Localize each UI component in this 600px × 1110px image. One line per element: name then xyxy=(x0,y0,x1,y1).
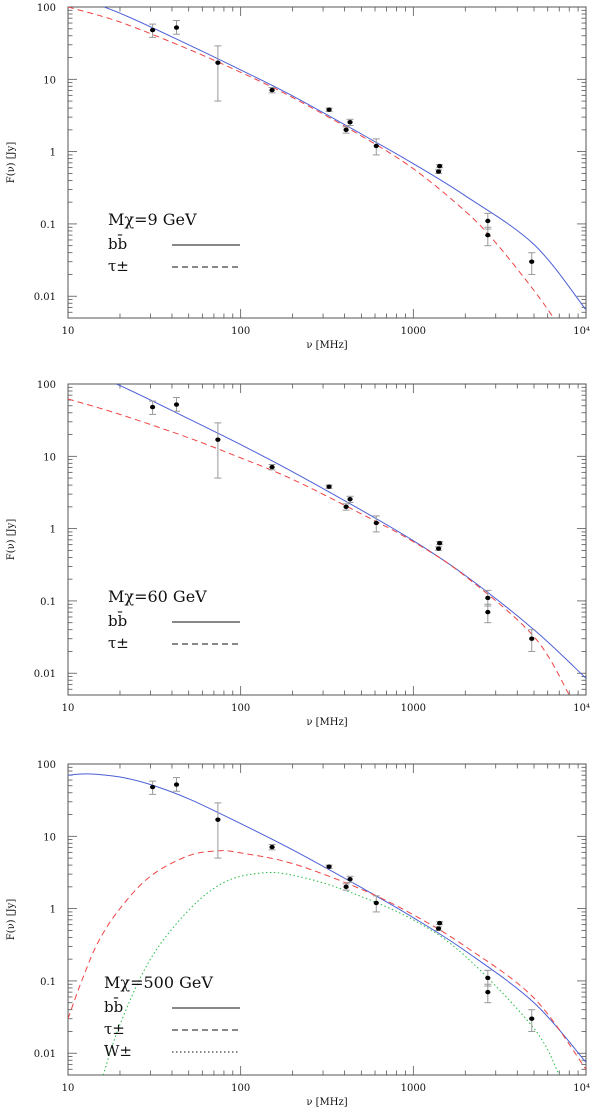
series-line-tau xyxy=(68,850,586,1070)
data-point xyxy=(173,782,180,787)
x-axis-label: ν [MHz] xyxy=(306,340,347,351)
x-tick-label: 1000 xyxy=(401,703,426,714)
x-axis-label: ν [MHz] xyxy=(306,717,347,728)
legend-label: τ± xyxy=(104,1020,125,1038)
x-tick-label: 10 xyxy=(62,326,75,337)
data-point xyxy=(437,540,443,546)
data-point xyxy=(485,218,491,224)
series-line-bb xyxy=(102,7,586,311)
x-tick-label: 10 xyxy=(62,1083,75,1094)
chart-panel-2: 10 100 1000 10⁴ 100 10 1 0.1 0.01 ν [MHz] F(ν) [Jy… xyxy=(6,380,590,728)
data-point xyxy=(485,989,491,995)
data-point xyxy=(529,259,535,264)
x-tick-label: 100 xyxy=(231,1083,250,1094)
data-point xyxy=(149,27,156,33)
data-point xyxy=(437,163,443,169)
data-point xyxy=(529,636,535,641)
legend-label: bb̄ xyxy=(104,998,123,1016)
legend-label: W± xyxy=(104,1042,132,1060)
legend-title: Mχ=500 GeV xyxy=(104,973,213,992)
data-point xyxy=(326,107,332,112)
data-point xyxy=(269,464,275,470)
data-point xyxy=(347,120,353,125)
y-tick-label: 0.1 xyxy=(40,597,56,608)
legend-label: τ± xyxy=(108,634,129,652)
series-line-bb xyxy=(115,384,586,679)
data-point xyxy=(326,484,332,489)
data-point xyxy=(435,926,442,931)
legend-title: Mχ=9 GeV xyxy=(108,210,197,229)
y-tick-label: 10 xyxy=(43,75,56,86)
chart-panel-1: 10 100 1000 10⁴ 100 10 1 0.1 0.01 ν [MHz] F(ν) [Jy… xyxy=(6,3,590,351)
data-point xyxy=(269,87,275,93)
x-tick-label: 100 xyxy=(231,703,250,714)
legend-label: bb̄ xyxy=(108,235,127,253)
y-axis-label: F(ν) [Jy] xyxy=(6,519,17,561)
legend-title: Mχ=60 GeV xyxy=(108,587,207,606)
x-tick-label: 1000 xyxy=(401,1083,426,1094)
y-tick-label: 10 xyxy=(43,832,56,843)
data-point xyxy=(373,900,379,906)
data-point xyxy=(373,143,379,149)
y-tick-label: 1 xyxy=(50,525,56,536)
plot-frame xyxy=(67,383,587,696)
data-point xyxy=(435,546,442,551)
series-line-tau xyxy=(68,398,570,695)
series-line-bb xyxy=(68,773,586,1063)
data-point xyxy=(485,975,491,981)
data-point xyxy=(485,595,491,601)
data-point xyxy=(435,169,442,174)
data-point xyxy=(485,232,491,238)
y-tick-label: 0.01 xyxy=(34,1049,56,1060)
x-tick-label: 10⁴ xyxy=(573,703,590,714)
data-point xyxy=(343,504,349,510)
x-tick-label: 10 xyxy=(62,703,75,714)
data-point xyxy=(326,864,332,869)
legend-label: τ± xyxy=(108,257,129,275)
x-tick-label: 10⁴ xyxy=(573,1083,590,1094)
data-point xyxy=(215,817,221,822)
y-axis-label: F(ν) [Jy] xyxy=(6,142,17,184)
data-point xyxy=(373,520,379,526)
data-point xyxy=(485,609,491,615)
y-tick-label: 0.01 xyxy=(34,292,56,303)
series-line-tau xyxy=(68,7,555,318)
y-tick-label: 0.01 xyxy=(34,669,56,680)
y-tick-label: 1 xyxy=(50,148,56,159)
data-point xyxy=(343,884,349,890)
data-point xyxy=(215,437,221,442)
chart-panel-3: 10 100 1000 10⁴ 100 10 1 0.1 0.01 ν [MHz] F(ν) [Jy… xyxy=(6,760,590,1108)
data-point xyxy=(173,25,180,30)
legend-label: bb̄ xyxy=(108,612,127,630)
plot-frame xyxy=(67,763,587,1076)
data-point xyxy=(437,920,443,926)
y-tick-label: 1 xyxy=(50,905,56,916)
x-tick-label: 100 xyxy=(231,326,250,337)
x-axis-label: ν [MHz] xyxy=(306,1097,347,1108)
plot-frame xyxy=(67,6,587,319)
data-point xyxy=(529,1016,535,1021)
y-tick-label: 100 xyxy=(37,3,56,14)
data-point xyxy=(347,877,353,882)
data-point xyxy=(149,784,156,790)
y-tick-label: 100 xyxy=(37,380,56,391)
data-point xyxy=(149,404,156,410)
y-tick-label: 0.1 xyxy=(40,220,56,231)
y-tick-label: 100 xyxy=(37,760,56,771)
y-axis-label: F(ν) [Jy] xyxy=(6,899,17,941)
data-point xyxy=(173,402,180,407)
data-point xyxy=(215,60,221,65)
data-point xyxy=(269,844,275,850)
data-point xyxy=(347,497,353,502)
x-tick-label: 1000 xyxy=(401,326,426,337)
y-tick-label: 10 xyxy=(43,452,56,463)
y-tick-label: 0.1 xyxy=(40,977,56,988)
data-point xyxy=(343,127,349,133)
series-line-w xyxy=(102,871,560,1075)
x-tick-label: 10⁴ xyxy=(573,326,590,337)
